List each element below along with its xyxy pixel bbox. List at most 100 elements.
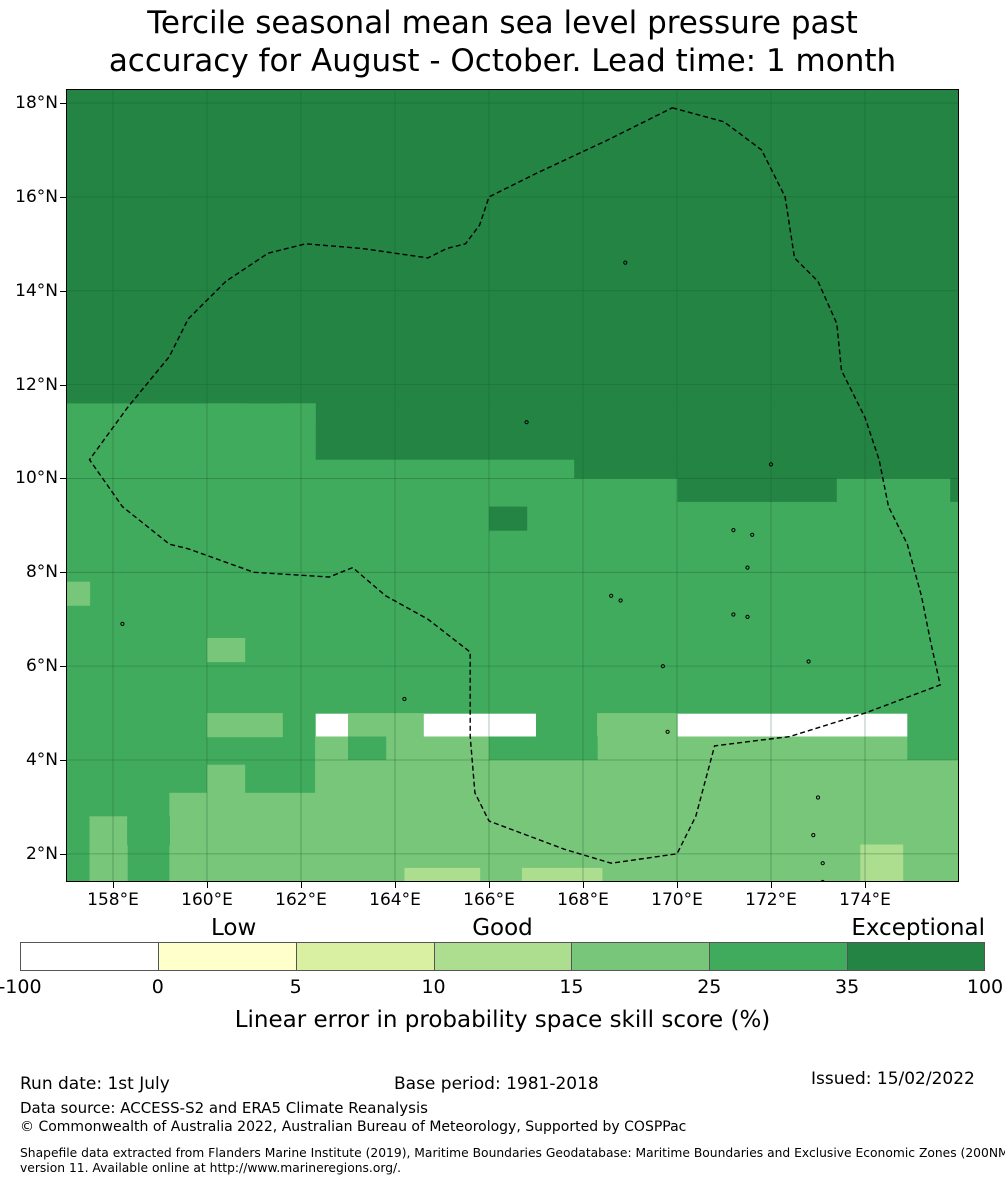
island-outline [811, 833, 816, 838]
island-outline [731, 528, 736, 533]
skill-cell-c25_35 [907, 713, 959, 738]
lat-tick [60, 853, 66, 855]
skill-cell-c10_15 [521, 867, 603, 882]
lon-tick [677, 882, 678, 888]
island-outline [745, 614, 750, 620]
lon-label: 158°E [87, 890, 139, 910]
skill-cell-c10_15 [404, 867, 481, 882]
island-outline [609, 593, 614, 598]
colorbar-title: Linear error in probability space skill … [234, 1007, 771, 1033]
lat-tick [60, 103, 66, 105]
island-outline [731, 612, 736, 617]
colorbar-bin [20, 942, 159, 971]
data-source: Data source: ACCESS-S2 and ERA5 Climate … [20, 1099, 428, 1117]
island-outline [820, 879, 825, 882]
lat-label: 6°N [25, 656, 58, 677]
island-outline [745, 565, 750, 570]
eez-boundary [88, 107, 942, 864]
colorbar-tick-label: 100 [966, 976, 1004, 998]
colorbar-tick-label: 0 [151, 976, 164, 998]
island-outline [120, 621, 125, 627]
skill-cell-c15_25 [315, 736, 959, 761]
colorbar-bin [433, 942, 573, 971]
colorbar-bin [847, 942, 985, 971]
lon-tick [583, 882, 584, 888]
colorbar-tick-label: 35 [835, 976, 860, 998]
colorbar-category-label: Exceptional [851, 915, 985, 941]
island-outline [820, 861, 825, 866]
lat-tick [60, 384, 66, 386]
lon-label: 160°E [181, 890, 233, 910]
lat-tick [60, 666, 66, 668]
island-outline [618, 598, 623, 603]
lat-label: 14°N [15, 280, 58, 301]
title-line-2: accuracy for August - October. Lead time… [108, 43, 897, 79]
island-outline [806, 659, 811, 664]
lon-tick [865, 882, 866, 888]
colorbar-category-label: Good [472, 915, 533, 941]
skill-cell-c15_25 [89, 816, 128, 882]
skill-cell-c25_35 [127, 816, 170, 846]
colorbar-category-label: Low [211, 915, 257, 941]
skill-cell-c15_25 [207, 764, 246, 794]
lon-tick [489, 882, 490, 888]
lon-label: 172°E [745, 890, 797, 910]
colorbar-bin [295, 942, 435, 971]
skill-cell-c15_25 [207, 713, 283, 738]
skill-cell-c25_35 [66, 501, 959, 714]
colorbar-bin [709, 942, 849, 971]
lat-label: 18°N [15, 93, 58, 114]
title-line-1: Tercile seasonal mean sea level pressure… [147, 5, 858, 41]
shapefile-credit-line-2: version 11. Available online at http://w… [20, 1161, 402, 1175]
lat-label: 2°N [25, 843, 58, 864]
colorbar-tick-label: 25 [697, 976, 722, 998]
lon-label: 162°E [275, 890, 327, 910]
shapefile-credit: Shapefile data extracted from Flanders M… [20, 1146, 1005, 1176]
skill-cell-c35_100 [315, 403, 959, 461]
copyright: © Commonwealth of Australia 2022, Austra… [20, 1119, 687, 1135]
skill-cell-c25_35 [489, 736, 598, 761]
lon-label: 170°E [651, 890, 703, 910]
lat-tick [60, 760, 66, 761]
lat-tick [60, 290, 66, 292]
skill-cell-c25_35 [207, 403, 246, 428]
colorbar-bin [157, 942, 297, 971]
lon-tick [207, 882, 208, 888]
lat-label: 10°N [15, 468, 58, 489]
issued-date: Issued: 15/02/2022 [811, 1069, 975, 1089]
colorbar-tick-label: 10 [421, 976, 446, 998]
island-outlines [120, 260, 825, 882]
lon-tick [771, 882, 772, 888]
island-outline [750, 532, 755, 537]
island-outline [660, 664, 666, 669]
lat-label: 4°N [25, 750, 58, 770]
skill-cell-c25_35 [66, 403, 316, 461]
skill-cell-c25_35 [348, 736, 387, 761]
map-border [66, 89, 959, 882]
shapefile-credit-line-1: Shapefile data extracted from Flanders M… [20, 1146, 1005, 1160]
skill-cell-c35_100 [677, 478, 838, 503]
colorbar-tick-label: -100 [0, 976, 42, 998]
lat-label: 8°N [25, 562, 58, 583]
skill-cell-c25_35 [282, 403, 316, 428]
colorbar-tick-label: 5 [289, 976, 302, 998]
skill-cell-c25_35 [66, 478, 678, 503]
lat-tick [60, 196, 66, 198]
map-gridlines [66, 89, 959, 882]
island-outline [665, 729, 670, 734]
lon-tick [301, 882, 302, 888]
island-outline [524, 420, 529, 425]
colorbar-tick-label: 15 [559, 976, 584, 998]
lon-tick [113, 882, 114, 888]
lat-label: 12°N [15, 374, 58, 395]
skill-cell-c15_25 [348, 713, 424, 738]
skill-cell-c35_100 [949, 478, 959, 503]
lon-label: 168°E [557, 890, 609, 910]
island-outline [402, 696, 407, 702]
skill-cell-c15_25 [207, 638, 246, 663]
skill-cell-c10_15 [860, 844, 904, 869]
lon-label: 174°E [839, 890, 891, 910]
island-outline [768, 462, 774, 467]
skill-cell-c35_100 [489, 506, 528, 531]
lon-label: 166°E [463, 890, 515, 910]
